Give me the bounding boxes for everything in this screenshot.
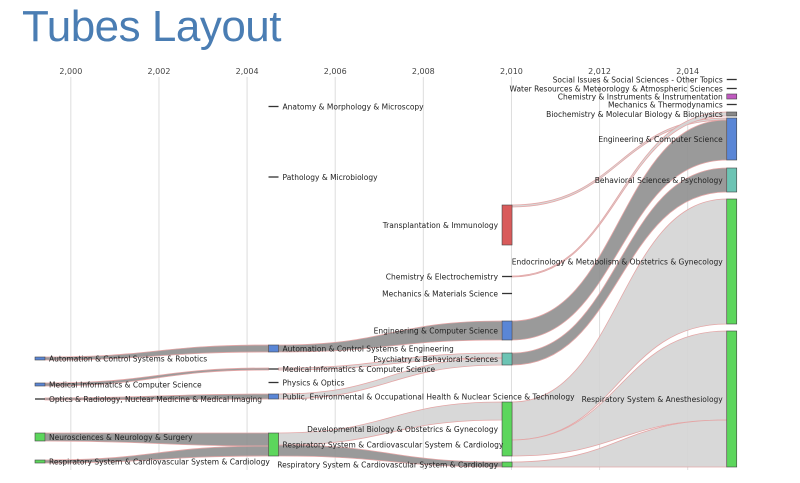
node-bar [34,432,46,442]
x-tick-label: 2,014 [676,67,699,76]
flow-tube [44,367,269,387]
node-label: Psychiatry & Behavioral Sciences [373,355,498,364]
node-bar [726,111,738,117]
node-label: Automation & Control Systems & Robotics [49,355,207,364]
node-label: Respiratory System & Cardiovascular Syst… [49,458,270,467]
node-bar [34,356,46,361]
node-bar [268,393,279,400]
x-tick-label: 2,002 [148,67,171,76]
node-label: Engineering & Computer Science [598,135,723,144]
node-label: Chemistry & Instruments & Instrumentatio… [558,93,723,102]
node-bar [726,117,738,161]
node-label: Endocrinology & Metabolism & Obstetrics … [512,258,724,267]
node-label: Pathology & Microbiology [283,173,379,182]
node-label: Behavioral Sciences & Psychology [595,176,724,185]
x-tick-label: 2,006 [324,67,347,76]
node-label: Respiratory System & Cardiovascular Syst… [283,441,504,450]
node-bar [726,330,738,468]
node-bar [726,198,738,325]
x-tick-label: 2,010 [500,67,523,76]
node-label: Social Issues & Social Sciences - Other … [553,76,723,85]
node-label: Public, Environmental & Occupational Hea… [283,393,576,402]
node-label: Transplantation & Immunology [382,221,499,230]
node-label: Water Resources & Meteorology & Atmosphe… [510,85,723,94]
node-bar [501,461,513,468]
x-tick-label: 2,004 [236,67,259,76]
node-label: Medical Informatics & Computer Science [49,381,202,390]
node-bar [726,93,738,100]
x-tick-label: 2,000 [59,67,82,76]
page-title: Tubes Layout [22,2,282,51]
node-bar [268,432,279,457]
node-bar [501,320,513,341]
node-bar [501,352,513,366]
node-label: Biochemistry & Molecular Biology & Bioph… [546,110,723,119]
node-bar [501,204,513,246]
node-bar [726,167,738,193]
x-tick-label: 2,012 [588,67,611,76]
node-bar [34,459,46,464]
x-tick-label: 2,008 [412,67,435,76]
node-label: Physics & Optics [283,379,345,388]
node-label: Developmental Biology & Obstetrics & Gyn… [307,425,499,434]
node-label: Chemistry & Electrochemistry [386,273,499,282]
node-label: Respiratory System & Anesthesiology [582,395,724,404]
node-label: Optics & Radiology, Nuclear Medicine & M… [49,395,262,404]
node-bar [268,344,279,353]
node-label: Respiratory System & Cardiovascular Syst… [277,461,498,470]
node-bar [34,382,46,387]
node-label: Neurosciences & Neurology & Surgery [49,433,193,442]
node-bar [501,401,513,457]
node-label: Anatomy & Morphology & Microscopy [283,103,425,112]
node-label: Mechanics & Thermodynamics [608,101,723,110]
node-label: Automation & Control Systems & Engineeri… [283,345,455,354]
node-label: Medical Informatics & Computer Science [283,365,436,374]
node-label: Engineering & Computer Science [374,327,499,336]
node-label: Mechanics & Materials Science [382,290,498,299]
